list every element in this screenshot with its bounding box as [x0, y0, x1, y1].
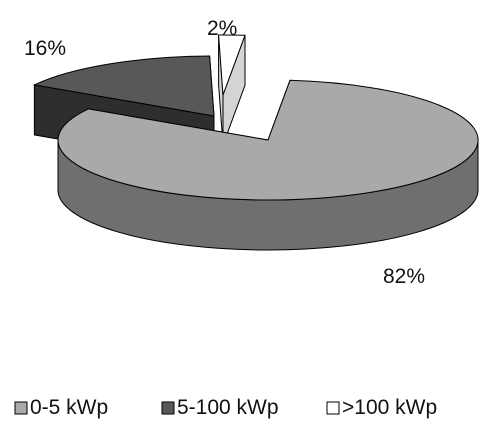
slices-layer — [32, 34, 479, 251]
legend-label-0-5-kwp: 0-5 kWp — [30, 396, 108, 419]
legend-label-over-100-kwp: >100 kWp — [342, 396, 437, 419]
legend-swatch-over-100-kwp — [326, 401, 340, 415]
data-label-over-100-kwp: 2% — [207, 17, 237, 40]
pie-top-0-5-kwp — [57, 79, 479, 201]
data-labels: 82% 16% 2% — [24, 17, 425, 288]
legend-label-5-100-kwp: 5-100 kWp — [177, 396, 279, 419]
data-label-0-5-kwp: 82% — [383, 265, 425, 288]
pie-top-5-100-kwp — [32, 55, 215, 117]
data-label-5-100-kwp: 16% — [24, 37, 66, 60]
pie-top-over-100-kwp — [218, 34, 246, 96]
legend: 0-5 kWp 5-100 kWp >100 kWp — [14, 396, 437, 419]
legend-swatch-5-100-kwp — [161, 401, 175, 415]
pie-slice-0-5-kwp — [57, 79, 479, 251]
pie-slice-over-100-kwp — [218, 34, 246, 146]
legend-swatch-0-5-kwp — [14, 401, 28, 415]
